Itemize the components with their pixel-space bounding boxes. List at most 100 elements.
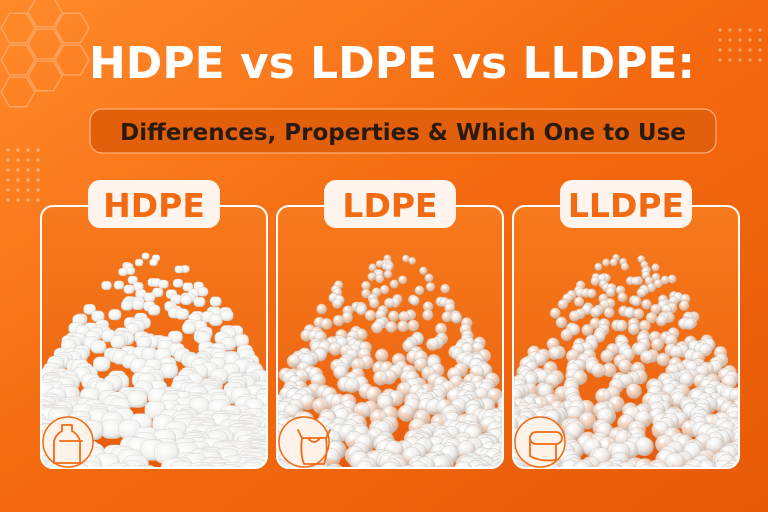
bead-highlight bbox=[682, 375, 687, 380]
bead-highlight bbox=[655, 424, 661, 430]
pellet bbox=[90, 340, 107, 354]
bead-highlight bbox=[358, 437, 364, 443]
dot bbox=[738, 58, 742, 62]
bead-highlight bbox=[382, 286, 385, 290]
bead-highlight bbox=[589, 290, 592, 293]
bead bbox=[430, 465, 452, 468]
bead-highlight bbox=[571, 326, 574, 329]
bead bbox=[361, 280, 371, 291]
label-pill bbox=[560, 180, 692, 228]
bead bbox=[332, 314, 345, 327]
bead-highlight bbox=[370, 265, 373, 268]
bead-highlight bbox=[641, 322, 645, 326]
bead bbox=[631, 296, 642, 307]
bead bbox=[440, 283, 450, 294]
dot bbox=[26, 168, 30, 172]
bead-highlight bbox=[693, 392, 698, 397]
dot bbox=[758, 48, 762, 52]
bead-highlight bbox=[349, 332, 353, 336]
bead-highlight bbox=[430, 376, 435, 380]
bead-highlight bbox=[400, 277, 403, 280]
dot bbox=[26, 148, 30, 152]
bead-highlight bbox=[687, 363, 691, 367]
bead bbox=[641, 299, 652, 310]
bead bbox=[586, 288, 597, 299]
bead-highlight bbox=[604, 284, 607, 288]
bead-highlight bbox=[444, 449, 450, 454]
card: LDPE bbox=[276, 180, 504, 469]
bead-highlight bbox=[336, 368, 341, 372]
bead-highlight bbox=[333, 286, 336, 290]
bead-highlight bbox=[652, 411, 657, 416]
dot bbox=[738, 38, 742, 42]
bead-highlight bbox=[303, 331, 307, 335]
bead-highlight bbox=[411, 297, 415, 301]
bead-highlight bbox=[437, 298, 441, 302]
bead-highlight bbox=[369, 274, 372, 277]
bead-highlight bbox=[472, 367, 477, 372]
bead-highlight bbox=[323, 320, 327, 324]
bead bbox=[651, 263, 660, 272]
pellet bbox=[101, 281, 112, 290]
bead-highlight bbox=[577, 289, 581, 293]
bead-highlight bbox=[390, 312, 394, 316]
bead bbox=[407, 319, 420, 332]
bead bbox=[687, 466, 709, 468]
bead bbox=[560, 328, 573, 341]
pellet bbox=[118, 465, 146, 468]
bead-highlight bbox=[373, 412, 378, 417]
bead-highlight bbox=[613, 321, 617, 325]
bead bbox=[651, 338, 664, 351]
pellet bbox=[127, 275, 138, 285]
bead-highlight bbox=[289, 391, 294, 396]
bead-highlight bbox=[653, 265, 656, 268]
bead-highlight bbox=[376, 373, 381, 378]
bead-highlight bbox=[588, 362, 592, 366]
bead bbox=[602, 258, 610, 267]
bead-highlight bbox=[371, 300, 374, 303]
bead bbox=[328, 342, 342, 356]
icon bbox=[53, 424, 83, 464]
bead-highlight bbox=[560, 301, 563, 304]
bead-highlight bbox=[280, 404, 284, 409]
bead-highlight bbox=[522, 359, 527, 364]
bead-highlight bbox=[617, 287, 621, 290]
bead-highlight bbox=[687, 446, 692, 451]
bead-highlight bbox=[671, 359, 676, 364]
bead-highlight bbox=[330, 295, 334, 298]
bead-highlight bbox=[593, 274, 596, 277]
bead-highlight bbox=[290, 357, 294, 361]
bead bbox=[600, 349, 614, 363]
bead bbox=[547, 346, 562, 360]
bead bbox=[719, 463, 739, 468]
bead-highlight bbox=[601, 320, 604, 324]
bead-highlight bbox=[717, 387, 722, 391]
bead bbox=[425, 282, 436, 292]
bead-highlight bbox=[458, 355, 463, 359]
dot bbox=[718, 58, 722, 62]
bead-highlight bbox=[462, 326, 466, 330]
bead-highlight bbox=[568, 426, 574, 431]
bead bbox=[441, 311, 453, 323]
pellet bbox=[175, 308, 189, 320]
bead-highlight bbox=[687, 351, 691, 355]
bead-highlight bbox=[385, 409, 390, 414]
bead bbox=[478, 464, 499, 468]
bead-highlight bbox=[596, 405, 601, 410]
card-label: HDPE bbox=[103, 186, 205, 225]
bead-highlight bbox=[391, 367, 396, 371]
bead-highlight bbox=[282, 390, 287, 394]
bead bbox=[626, 383, 642, 399]
label-pill bbox=[88, 180, 220, 228]
bead-highlight bbox=[527, 363, 531, 368]
dot bbox=[16, 148, 20, 152]
bead bbox=[615, 319, 628, 332]
bead-highlight bbox=[599, 391, 603, 396]
bead-highlight bbox=[627, 409, 632, 414]
pellet bbox=[105, 462, 133, 468]
bead-highlight bbox=[442, 285, 445, 289]
bead-highlight bbox=[429, 402, 434, 406]
bead-highlight bbox=[686, 406, 691, 411]
bead bbox=[581, 324, 594, 336]
bead-highlight bbox=[424, 311, 428, 315]
